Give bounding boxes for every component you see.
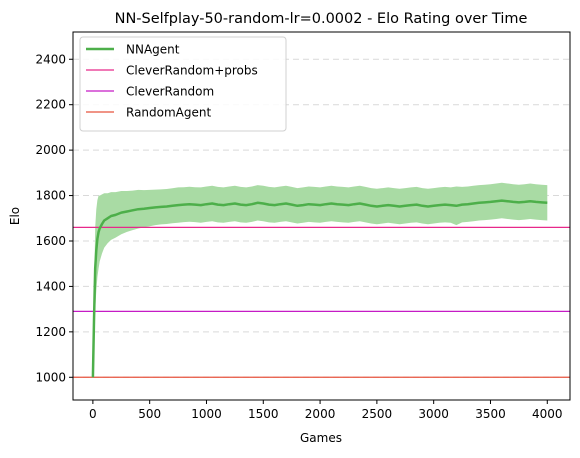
x-tick-label: 2500 xyxy=(362,407,393,421)
legend-frame xyxy=(79,36,287,132)
y-tick-label: 2400 xyxy=(35,52,66,66)
band-layer xyxy=(92,182,548,378)
plot-frame xyxy=(72,31,571,401)
y-tick-label: 1200 xyxy=(35,325,66,339)
y-axis-ticks: 1000 1200 1400 1600 1800 2000 2200 2400 xyxy=(35,52,73,384)
nnagent-confidence-band xyxy=(92,182,548,378)
x-tick-label: 3000 xyxy=(418,407,449,421)
chart-title: NN-Selfplay-50-random-lr=0.0002 - Elo Ra… xyxy=(115,11,528,27)
x-tick-label: 1000 xyxy=(191,407,222,421)
x-tick-label: 2000 xyxy=(305,407,336,421)
x-tick-label: 4000 xyxy=(532,407,563,421)
x-tick-label: 3500 xyxy=(475,407,506,421)
y-tick-label: 1000 xyxy=(35,370,66,384)
legend: NNAgent CleverRandom+probs CleverRandom Ran… xyxy=(79,36,287,132)
y-tick-label: 2000 xyxy=(35,143,66,157)
x-tick-label: 500 xyxy=(138,407,161,421)
x-axis-label: Games xyxy=(300,431,342,445)
reference-lines xyxy=(73,226,570,378)
x-tick-label: 0 xyxy=(89,407,97,421)
y-tick-label: 1600 xyxy=(35,234,66,248)
legend-label: CleverRandom xyxy=(126,85,214,99)
nnagent-line xyxy=(91,199,548,378)
x-axis-ticks: 0 500 1000 1500 2000 2500 3000 3500 4000 xyxy=(89,400,563,421)
x-tick-label: 1500 xyxy=(248,407,279,421)
series-layer xyxy=(91,199,548,378)
y-tick-label: 1800 xyxy=(35,189,66,203)
legend-label: CleverRandom+probs xyxy=(126,64,258,78)
y-tick-label: 1400 xyxy=(35,279,66,293)
legend-label: RandomAgent xyxy=(126,106,211,120)
legend-label: NNAgent xyxy=(126,43,180,57)
y-axis-label: Elo xyxy=(8,207,22,225)
y-tick-label: 2200 xyxy=(35,98,66,112)
